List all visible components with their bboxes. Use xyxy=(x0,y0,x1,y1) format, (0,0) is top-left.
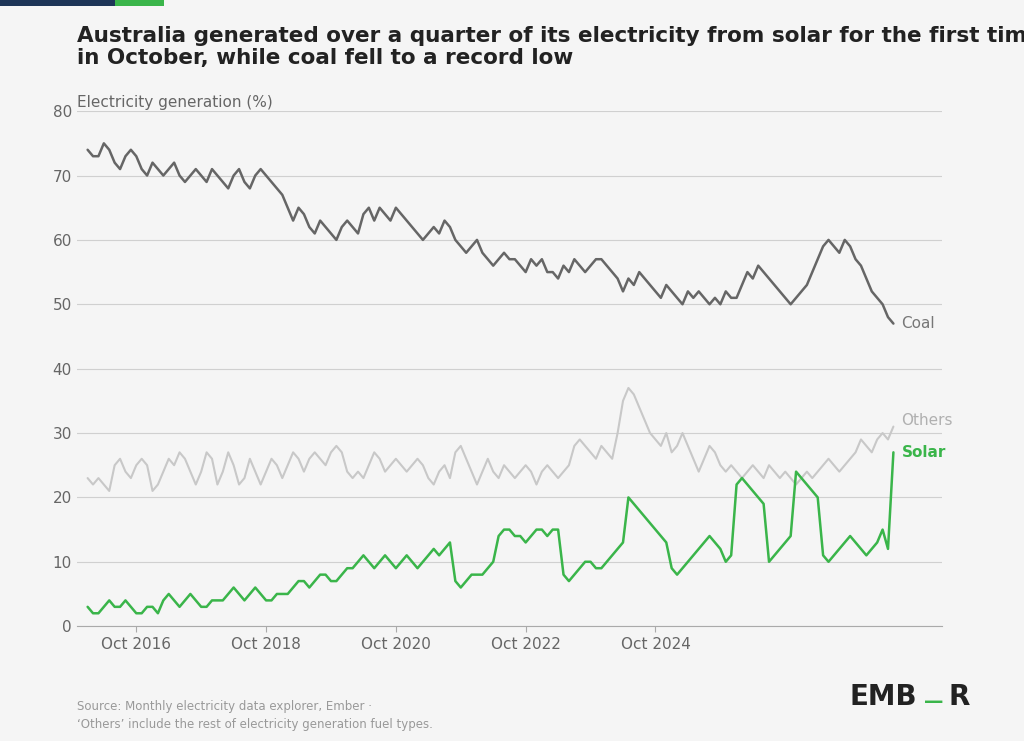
Text: R: R xyxy=(948,683,970,711)
Text: —: — xyxy=(924,692,943,711)
Bar xyxy=(0,0,115,6)
Text: Australia generated over a quarter of its electricity from solar for the first t: Australia generated over a quarter of it… xyxy=(77,26,1024,46)
Text: Solar: Solar xyxy=(901,445,946,460)
Text: Coal: Coal xyxy=(901,316,935,331)
Text: EMB: EMB xyxy=(850,683,918,711)
Bar xyxy=(115,0,164,6)
Text: Source: Monthly electricity data explorer, Ember ·
‘Others’ include the rest of : Source: Monthly electricity data explore… xyxy=(77,700,433,731)
Text: Others: Others xyxy=(901,413,953,428)
Text: in October, while coal fell to a record low: in October, while coal fell to a record … xyxy=(77,48,573,68)
Text: Electricity generation (%): Electricity generation (%) xyxy=(77,95,272,110)
